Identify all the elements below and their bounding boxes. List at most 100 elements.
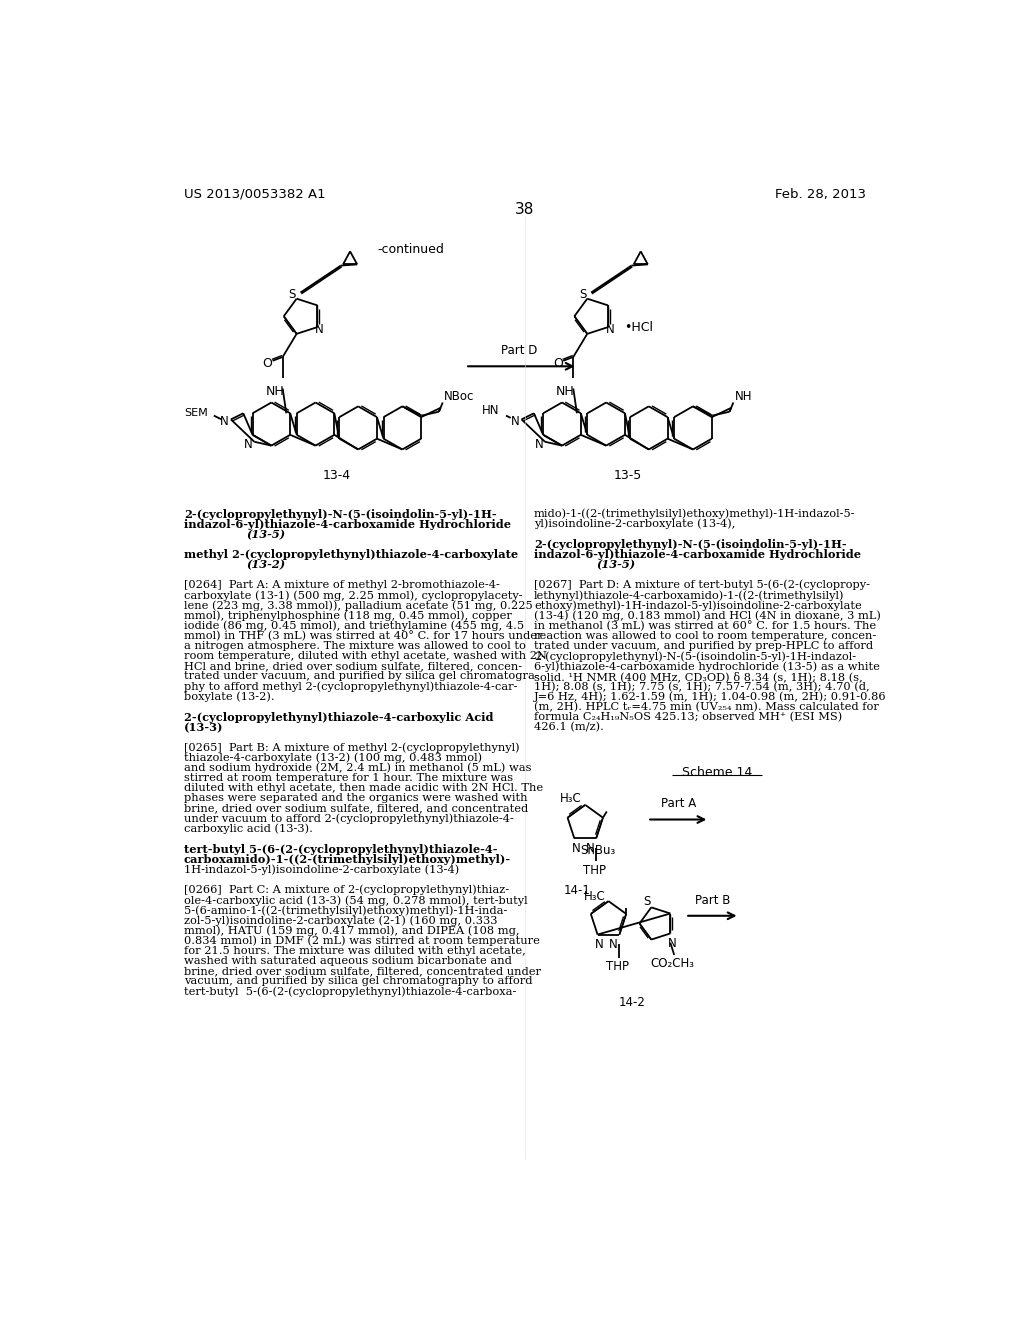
- Text: NH: NH: [556, 384, 574, 397]
- Text: NH: NH: [735, 389, 753, 403]
- Text: yl)isoindoline-2-carboxylate (13-4),: yl)isoindoline-2-carboxylate (13-4),: [535, 519, 735, 529]
- Text: stirred at room temperature for 1 hour. The mixture was: stirred at room temperature for 1 hour. …: [183, 774, 513, 783]
- Text: Scheme 14: Scheme 14: [682, 766, 752, 779]
- Text: THP: THP: [606, 960, 630, 973]
- Text: room temperature, diluted with ethyl acetate, washed with 2N: room temperature, diluted with ethyl ace…: [183, 651, 547, 661]
- Text: J=6 Hz, 4H); 1.62-1.59 (m, 1H); 1.04-0.98 (m, 2H); 0.91-0.86: J=6 Hz, 4H); 1.62-1.59 (m, 1H); 1.04-0.9…: [535, 692, 887, 702]
- Text: 0.834 mmol) in DMF (2 mL) was stirred at room temperature: 0.834 mmol) in DMF (2 mL) was stirred at…: [183, 936, 540, 946]
- Text: H₃C: H₃C: [584, 890, 605, 903]
- Text: N: N: [315, 323, 325, 335]
- Text: (13-2): (13-2): [246, 560, 285, 570]
- Text: Part B: Part B: [694, 894, 730, 907]
- Text: mmol), HATU (159 mg, 0.417 mmol), and DIPEA (108 mg,: mmol), HATU (159 mg, 0.417 mmol), and DI…: [183, 925, 519, 936]
- Text: HN: HN: [481, 404, 500, 417]
- Text: mmol), triphenylphosphine (118 mg, 0.45 mmol), copper: mmol), triphenylphosphine (118 mg, 0.45 …: [183, 610, 512, 620]
- Text: 1H); 8.08 (s, 1H); 7.75 (s, 1H); 7.57-7.54 (m, 3H); 4.70 (d,: 1H); 8.08 (s, 1H); 7.75 (s, 1H); 7.57-7.…: [535, 681, 869, 692]
- Text: S: S: [579, 288, 587, 301]
- Text: (13-5): (13-5): [246, 529, 285, 540]
- Text: N: N: [511, 416, 520, 428]
- Text: 5-(6-amino-1-((2-(trimethylsilyl)ethoxy)methyl)-1H-inda-: 5-(6-amino-1-((2-(trimethylsilyl)ethoxy)…: [183, 906, 507, 916]
- Text: 2-(cyclopropylethynyl)-N-(5-(isoindolin-5-yl)-1H-: 2-(cyclopropylethynyl)-N-(5-(isoindolin-…: [183, 508, 497, 520]
- Text: tert-butyl 5-(6-(2-(cyclopropylethynyl)thiazole-4-: tert-butyl 5-(6-(2-(cyclopropylethynyl)t…: [183, 845, 498, 855]
- Text: lethynyl)thiazole-4-carboxamido)-1-((2-(trimethylsilyl): lethynyl)thiazole-4-carboxamido)-1-((2-(…: [535, 590, 845, 601]
- Text: NBoc: NBoc: [444, 389, 475, 403]
- Text: (13-4) (120 mg, 0.183 mmol) and HCl (4N in dioxane, 3 mL): (13-4) (120 mg, 0.183 mmol) and HCl (4N …: [535, 610, 881, 620]
- Text: N: N: [606, 323, 614, 335]
- Text: Part D: Part D: [501, 345, 538, 358]
- Text: S: S: [644, 895, 651, 908]
- Text: -continued: -continued: [378, 243, 444, 256]
- Text: under vacuum to afford 2-(cyclopropylethynyl)thiazole-4-: under vacuum to afford 2-(cyclopropyleth…: [183, 813, 514, 824]
- Text: formula C₂₄H₁₉N₅OS 425.13; observed MH⁺ (ESI MS): formula C₂₄H₁₉N₅OS 425.13; observed MH⁺ …: [535, 711, 843, 722]
- Text: for 21.5 hours. The mixture was diluted with ethyl acetate,: for 21.5 hours. The mixture was diluted …: [183, 946, 525, 956]
- Text: in methanol (3 mL) was stirred at 60° C. for 1.5 hours. The: in methanol (3 mL) was stirred at 60° C.…: [535, 620, 877, 631]
- Text: 426.1 (m/z).: 426.1 (m/z).: [535, 722, 604, 733]
- Text: 13-5: 13-5: [613, 469, 642, 482]
- Text: HCl and brine, dried over sodium sulfate, filtered, concen-: HCl and brine, dried over sodium sulfate…: [183, 661, 522, 671]
- Text: solid. ¹H NMR (400 MHz, CD₃OD) δ 8.34 (s, 1H); 8.18 (s,: solid. ¹H NMR (400 MHz, CD₃OD) δ 8.34 (s…: [535, 672, 863, 682]
- Text: reaction was allowed to cool to room temperature, concen-: reaction was allowed to cool to room tem…: [535, 631, 877, 640]
- Text: carboxylic acid (13-3).: carboxylic acid (13-3).: [183, 824, 312, 834]
- Text: mido)-1-((2-(trimethylsilyl)ethoxy)methyl)-1H-indazol-5-: mido)-1-((2-(trimethylsilyl)ethoxy)methy…: [535, 508, 856, 519]
- Text: indazol-6-yl)thiazole-4-carboxamide Hydrochloride: indazol-6-yl)thiazole-4-carboxamide Hydr…: [535, 549, 861, 561]
- Text: (13-5): (13-5): [596, 560, 635, 570]
- Text: zol-5-yl)isoindoline-2-carboxylate (2-1) (160 mg, 0.333: zol-5-yl)isoindoline-2-carboxylate (2-1)…: [183, 915, 498, 925]
- Text: 2-(cyclopropylethynyl)thiazole-4-carboxylic Acid: 2-(cyclopropylethynyl)thiazole-4-carboxy…: [183, 711, 494, 723]
- Text: N: N: [571, 842, 581, 855]
- Text: 14-1: 14-1: [564, 884, 591, 898]
- Text: O: O: [553, 356, 563, 370]
- Text: 2-(cyclopropylethynyl)-N-(5-(isoindolin-5-yl)-1H-indazol-: 2-(cyclopropylethynyl)-N-(5-(isoindolin-…: [535, 651, 856, 661]
- Text: H₃C: H₃C: [560, 792, 582, 805]
- Text: trated under vacuum, and purified by silica gel chromatogra-: trated under vacuum, and purified by sil…: [183, 672, 539, 681]
- Text: mmol) in THF (3 mL) was stirred at 40° C. for 17 hours under: mmol) in THF (3 mL) was stirred at 40° C…: [183, 631, 543, 642]
- Text: carboxamido)-1-((2-(trimethylsilyl)ethoxy)methyl)-: carboxamido)-1-((2-(trimethylsilyl)ethox…: [183, 854, 511, 866]
- Text: phy to afford methyl 2-(cyclopropylethynyl)thiazole-4-car-: phy to afford methyl 2-(cyclopropylethyn…: [183, 681, 517, 692]
- Text: 13-4: 13-4: [323, 469, 351, 482]
- Text: [0267]  Part D: A mixture of tert-butyl 5-(6-(2-(cyclopropy-: [0267] Part D: A mixture of tert-butyl 5…: [535, 579, 870, 590]
- Text: diluted with ethyl acetate, then made acidic with 2N HCl. The: diluted with ethyl acetate, then made ac…: [183, 783, 543, 793]
- Text: boxylate (13-2).: boxylate (13-2).: [183, 692, 274, 702]
- Text: [0265]  Part B: A mixture of methyl 2-(cyclopropylethynyl): [0265] Part B: A mixture of methyl 2-(cy…: [183, 743, 519, 754]
- Text: 6-yl)thiazole-4-carboxamide hydrochloride (13-5) as a white: 6-yl)thiazole-4-carboxamide hydrochlorid…: [535, 661, 880, 672]
- Text: lene (223 mg, 3.38 mmol)), palladium acetate (51 mg, 0.225: lene (223 mg, 3.38 mmol)), palladium ace…: [183, 601, 532, 611]
- Text: O: O: [262, 356, 272, 370]
- Text: •HCl: •HCl: [624, 321, 653, 334]
- Text: N: N: [220, 416, 229, 428]
- Text: carboxylate (13-1) (500 mg, 2.25 mmol), cyclopropylacety-: carboxylate (13-1) (500 mg, 2.25 mmol), …: [183, 590, 522, 601]
- Text: N: N: [244, 437, 253, 450]
- Text: CO₂CH₃: CO₂CH₃: [650, 957, 694, 970]
- Text: trated under vacuum, and purified by prep-HPLC to afford: trated under vacuum, and purified by pre…: [535, 642, 873, 651]
- Text: washed with saturated aqueous sodium bicarbonate and: washed with saturated aqueous sodium bic…: [183, 956, 512, 966]
- Text: vacuum, and purified by silica gel chromatography to afford: vacuum, and purified by silica gel chrom…: [183, 977, 532, 986]
- Text: iodide (86 mg, 0.45 mmol), and triethylamine (455 mg, 4.5: iodide (86 mg, 0.45 mmol), and triethyla…: [183, 620, 524, 631]
- Text: brine, dried over sodium sulfate, filtered, and concentrated: brine, dried over sodium sulfate, filter…: [183, 804, 528, 813]
- Text: thiazole-4-carboxylate (13-2) (100 mg, 0.483 mmol): thiazole-4-carboxylate (13-2) (100 mg, 0…: [183, 752, 482, 763]
- Text: [0266]  Part C: A mixture of 2-(cyclopropylethynyl)thiaz-: [0266] Part C: A mixture of 2-(cycloprop…: [183, 884, 509, 895]
- Text: tert-butyl  5-(6-(2-(cyclopropylethynyl)thiazole-4-carboxa-: tert-butyl 5-(6-(2-(cyclopropylethynyl)t…: [183, 986, 516, 997]
- Text: Part A: Part A: [660, 797, 696, 810]
- Text: and sodium hydroxide (2M, 2.4 mL) in methanol (5 mL) was: and sodium hydroxide (2M, 2.4 mL) in met…: [183, 763, 531, 774]
- Text: THP: THP: [583, 863, 606, 876]
- Text: N: N: [586, 842, 594, 855]
- Text: N: N: [609, 939, 617, 952]
- Text: 1H-indazol-5-yl)isoindoline-2-carboxylate (13-4): 1H-indazol-5-yl)isoindoline-2-carboxylat…: [183, 865, 459, 875]
- Text: SnBu₃: SnBu₃: [581, 845, 615, 858]
- Text: (m, 2H). HPLC tᵣ=4.75 min (UV₂₅₄ nm). Mass calculated for: (m, 2H). HPLC tᵣ=4.75 min (UV₂₅₄ nm). Ma…: [535, 702, 879, 713]
- Text: 38: 38: [515, 202, 535, 218]
- Text: N: N: [595, 939, 603, 952]
- Text: brine, dried over sodium sulfate, filtered, concentrated under: brine, dried over sodium sulfate, filter…: [183, 966, 541, 975]
- Text: N: N: [669, 937, 677, 950]
- Text: 2-(cyclopropylethynyl)-N-(5-(isoindolin-5-yl)-1H-: 2-(cyclopropylethynyl)-N-(5-(isoindolin-…: [535, 540, 847, 550]
- Text: N: N: [535, 437, 543, 450]
- Text: ethoxy)methyl)-1H-indazol-5-yl)isoindoline-2-carboxylate: ethoxy)methyl)-1H-indazol-5-yl)isoindoli…: [535, 601, 862, 611]
- Text: Feb. 28, 2013: Feb. 28, 2013: [775, 187, 866, 201]
- Text: NH: NH: [265, 384, 285, 397]
- Text: S: S: [289, 288, 296, 301]
- Text: (13-3): (13-3): [183, 722, 223, 733]
- Text: US 2013/0053382 A1: US 2013/0053382 A1: [183, 187, 326, 201]
- Text: phases were separated and the organics were washed with: phases were separated and the organics w…: [183, 793, 527, 804]
- Text: 14-2: 14-2: [618, 995, 645, 1008]
- Text: ole-4-carboxylic acid (13-3) (54 mg, 0.278 mmol), tert-butyl: ole-4-carboxylic acid (13-3) (54 mg, 0.2…: [183, 895, 527, 906]
- Text: methyl 2-(cyclopropylethynyl)thiazole-4-carboxylate: methyl 2-(cyclopropylethynyl)thiazole-4-…: [183, 549, 518, 561]
- Text: a nitrogen atmosphere. The mixture was allowed to cool to: a nitrogen atmosphere. The mixture was a…: [183, 642, 525, 651]
